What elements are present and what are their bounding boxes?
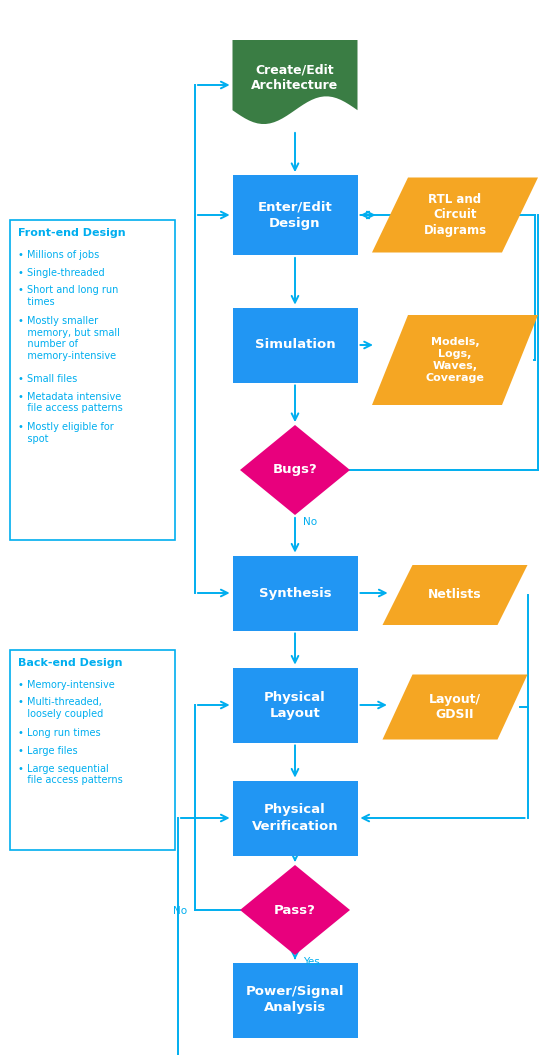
Polygon shape xyxy=(240,425,350,515)
Text: • Mostly eligible for
   spot: • Mostly eligible for spot xyxy=(18,422,114,444)
Text: Bugs?: Bugs? xyxy=(272,463,317,477)
Text: Create/Edit
Architecture: Create/Edit Architecture xyxy=(251,63,339,92)
Polygon shape xyxy=(372,315,538,405)
Text: Power/Signal
Analysis: Power/Signal Analysis xyxy=(246,985,344,1015)
Polygon shape xyxy=(232,40,358,124)
FancyBboxPatch shape xyxy=(232,307,358,383)
Text: • Large files: • Large files xyxy=(18,746,77,756)
Text: Physical
Layout: Physical Layout xyxy=(264,691,326,720)
Polygon shape xyxy=(383,674,527,740)
FancyBboxPatch shape xyxy=(232,175,358,255)
FancyBboxPatch shape xyxy=(232,781,358,856)
Text: Simulation: Simulation xyxy=(255,339,335,351)
Text: Layout/
GDSII: Layout/ GDSII xyxy=(429,693,481,722)
Text: • Small files: • Small files xyxy=(18,375,77,384)
Text: • Memory-intensive: • Memory-intensive xyxy=(18,680,115,690)
Text: Yes: Yes xyxy=(303,957,320,967)
Text: • Long run times: • Long run times xyxy=(18,729,101,738)
Text: Netlists: Netlists xyxy=(428,589,482,601)
Text: Enter/Edit
Design: Enter/Edit Design xyxy=(258,200,333,230)
Text: • Short and long run
   times: • Short and long run times xyxy=(18,285,119,307)
FancyBboxPatch shape xyxy=(232,556,358,631)
Text: Pass?: Pass? xyxy=(274,903,316,917)
Text: • Metadata intensive
   file access patterns: • Metadata intensive file access pattern… xyxy=(18,391,123,414)
Text: • Large sequential
   file access patterns: • Large sequential file access patterns xyxy=(18,764,123,785)
FancyBboxPatch shape xyxy=(232,668,358,743)
Polygon shape xyxy=(240,865,350,955)
Text: No: No xyxy=(173,906,187,916)
Text: • Millions of jobs: • Millions of jobs xyxy=(18,250,99,260)
Text: RTL and
Circuit
Diagrams: RTL and Circuit Diagrams xyxy=(423,193,487,237)
Text: • Single-threaded: • Single-threaded xyxy=(18,268,105,277)
FancyBboxPatch shape xyxy=(232,962,358,1037)
Text: • Multi-threaded,
   loosely coupled: • Multi-threaded, loosely coupled xyxy=(18,697,103,720)
Text: Models,
Logs,
Waves,
Coverage: Models, Logs, Waves, Coverage xyxy=(426,337,485,383)
Text: Back-end Design: Back-end Design xyxy=(18,658,123,668)
Polygon shape xyxy=(383,565,527,625)
Text: No: No xyxy=(303,517,317,528)
Text: Synthesis: Synthesis xyxy=(258,587,331,599)
Text: Physical
Verification: Physical Verification xyxy=(252,804,338,832)
Polygon shape xyxy=(372,177,538,252)
Text: • Mostly smaller
   memory, but small
   number of
   memory-intensive: • Mostly smaller memory, but small numbe… xyxy=(18,316,120,361)
Text: Front-end Design: Front-end Design xyxy=(18,228,126,238)
